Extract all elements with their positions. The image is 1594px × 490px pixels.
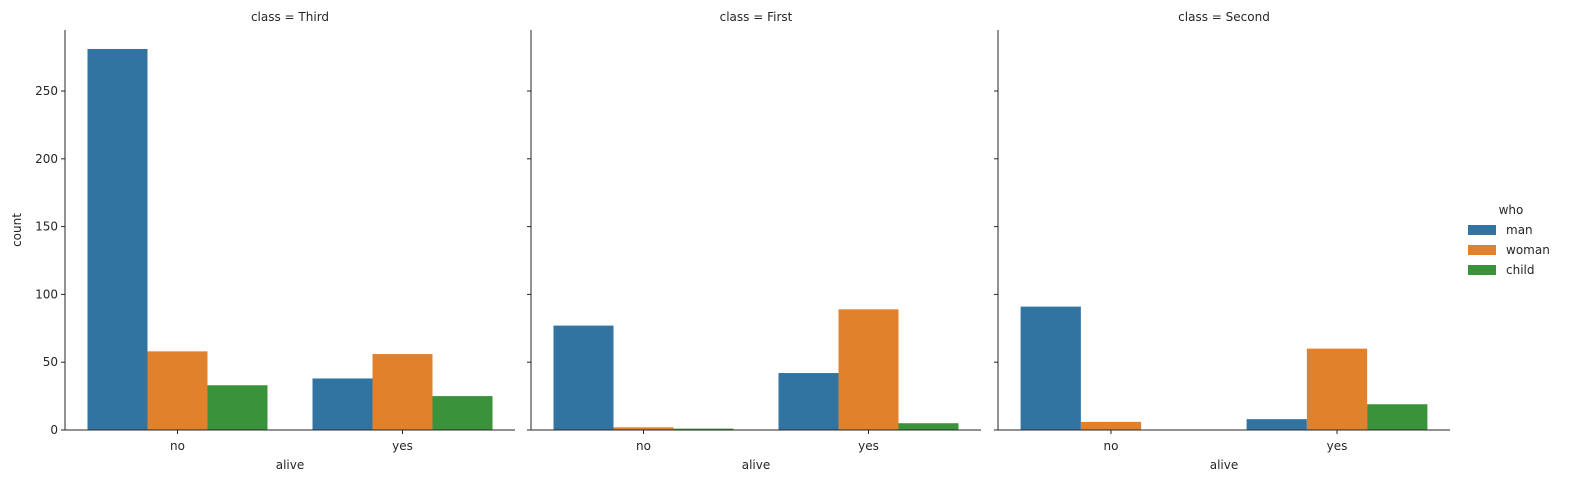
bar-man-no — [87, 48, 148, 430]
bar-child-yes — [1367, 404, 1428, 430]
y-tick-label: 250 — [35, 84, 58, 98]
legend-swatch-woman — [1468, 245, 1496, 255]
panel-title: class = Third — [251, 10, 329, 24]
bar-woman-no — [1080, 421, 1142, 430]
y-tick-label: 150 — [35, 220, 58, 234]
bar-woman-no — [613, 427, 674, 430]
y-tick-label: 100 — [35, 287, 58, 301]
bar-woman-yes — [838, 309, 899, 430]
legend-swatch-child — [1468, 265, 1496, 275]
x-tick-label: no — [170, 439, 185, 453]
x-axis-label: alive — [276, 458, 305, 472]
bar-child-yes — [432, 396, 493, 430]
panel-3: class = Second no yes alive — [994, 10, 1450, 472]
x-tick-label: no — [1104, 439, 1119, 453]
bar-woman-yes — [1306, 348, 1368, 430]
legend-label-child: child — [1506, 263, 1535, 277]
y-tick-label: 200 — [35, 152, 58, 166]
bar-man-yes — [312, 378, 373, 430]
legend-label-man: man — [1506, 223, 1533, 237]
y-tick-label: 50 — [43, 355, 58, 369]
panel-title: class = First — [720, 10, 793, 24]
bar-man-yes — [778, 373, 839, 430]
panel-title: class = Second — [1178, 10, 1270, 24]
bar-child-no — [673, 428, 734, 430]
panel-1: class = Third 0 50 100 150 200 250 no yes alive — [35, 10, 515, 472]
bar-child-yes — [898, 423, 959, 430]
bar-woman-yes — [372, 354, 433, 430]
bar-child-no — [207, 385, 268, 430]
panel-2: class = First no yes alive — [527, 10, 981, 472]
x-tick-label: yes — [858, 439, 879, 453]
x-axis-label: alive — [1210, 458, 1239, 472]
x-tick-label: yes — [392, 439, 413, 453]
x-tick-label: no — [636, 439, 651, 453]
x-tick-label: yes — [1327, 439, 1348, 453]
legend-title: who — [1499, 203, 1524, 217]
x-axis-label: alive — [742, 458, 771, 472]
bar-man-no — [1020, 306, 1081, 430]
bar-woman-no — [147, 351, 208, 430]
y-tick-label: 0 — [50, 423, 58, 437]
y-axis-label: count — [10, 213, 24, 247]
legend-swatch-man — [1468, 225, 1496, 235]
legend: who man woman child — [1468, 203, 1550, 277]
legend-label-woman: woman — [1506, 243, 1550, 257]
bar-man-yes — [1246, 419, 1307, 430]
bar-man-no — [553, 325, 614, 430]
